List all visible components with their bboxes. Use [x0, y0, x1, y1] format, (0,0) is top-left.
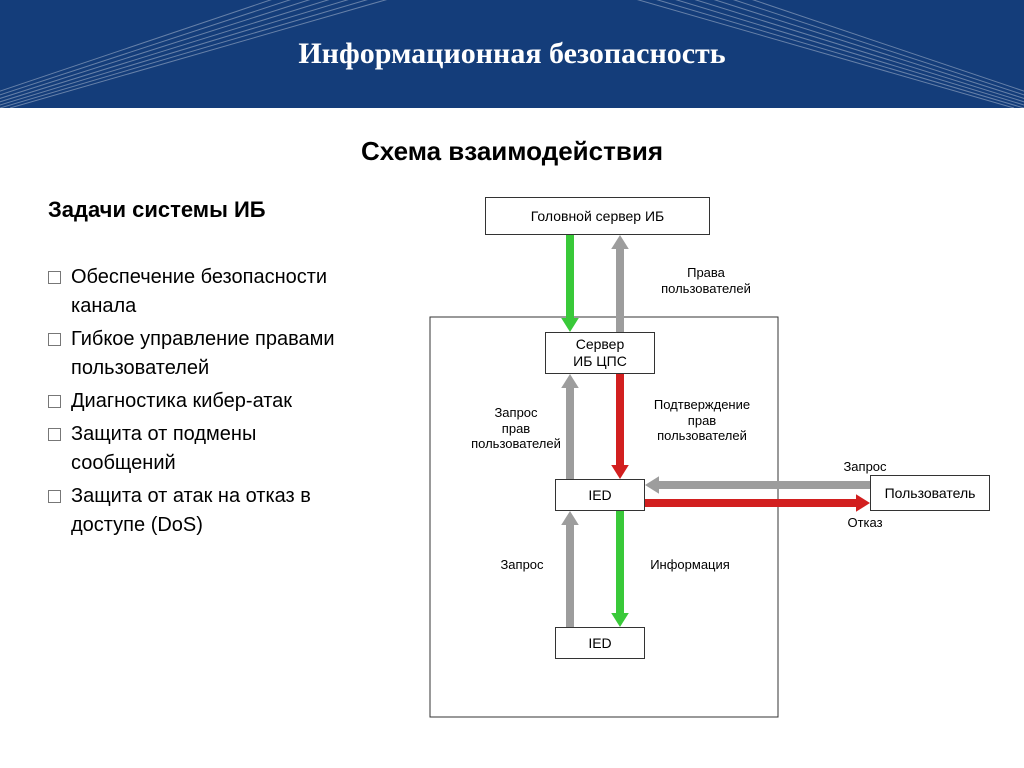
task-item: Гибкое управление правами пользователей: [48, 325, 360, 383]
edge-label-rights: Правапользователей: [636, 265, 776, 296]
user-to-ied-gray: [645, 476, 870, 494]
bullet-icon: [48, 271, 61, 284]
edge-label-reject: Отказ: [830, 515, 900, 531]
server-to-ied-red: [611, 374, 629, 479]
tasks-heading: Задачи системы ИБ: [48, 197, 360, 223]
task-item-label: Гибкое управление правами пользователей: [71, 325, 360, 383]
task-item-label: Защита от атак на отказ в доступе (DoS): [71, 482, 360, 540]
node-ied2: IED: [555, 627, 645, 659]
tasks-list: Обеспечение безопасности каналаГибкое уп…: [48, 263, 360, 540]
header: Информационная безопасность: [0, 0, 1024, 108]
diagram: Головной сервер ИБ СерверИБ ЦПС IED IED Поль…: [370, 197, 1024, 737]
tasks-panel: Задачи системы ИБ Обеспечение безопаснос…: [0, 197, 370, 737]
bullet-icon: [48, 490, 61, 503]
task-item: Диагностика кибер-атак: [48, 387, 360, 416]
edge-label-req_rights: Запросправпользователей: [466, 405, 566, 452]
task-item: Защита от атак на отказ в доступе (DoS): [48, 482, 360, 540]
task-item: Защита от подмены сообщений: [48, 420, 360, 478]
bullet-icon: [48, 395, 61, 408]
ied-to-user-red: [645, 494, 870, 512]
node-ied1: IED: [555, 479, 645, 511]
edge-label-info: Информация: [635, 557, 745, 573]
node-top: Головной сервер ИБ: [485, 197, 710, 235]
edge-label-confirm: Подтверждениеправпользователей: [632, 397, 772, 444]
header-title: Информационная безопасность: [298, 37, 725, 71]
ied2-to-ied1-gray: [561, 511, 579, 627]
ied1-to-ied2-green: [611, 511, 629, 627]
node-user: Пользователь: [870, 475, 990, 511]
task-item: Обеспечение безопасности канала: [48, 263, 360, 321]
task-item-label: Диагностика кибер-атак: [71, 387, 292, 416]
node-server: СерверИБ ЦПС: [545, 332, 655, 374]
task-item-label: Обеспечение безопасности канала: [71, 263, 360, 321]
content: Задачи системы ИБ Обеспечение безопаснос…: [0, 197, 1024, 737]
bullet-icon: [48, 428, 61, 441]
edge-label-req_ied: Запрос: [482, 557, 562, 573]
edge-label-req_user: Запрос: [830, 459, 900, 475]
task-item-label: Защита от подмены сообщений: [71, 420, 360, 478]
subtitle: Схема взаимодействия: [0, 136, 1024, 167]
bullet-icon: [48, 333, 61, 346]
